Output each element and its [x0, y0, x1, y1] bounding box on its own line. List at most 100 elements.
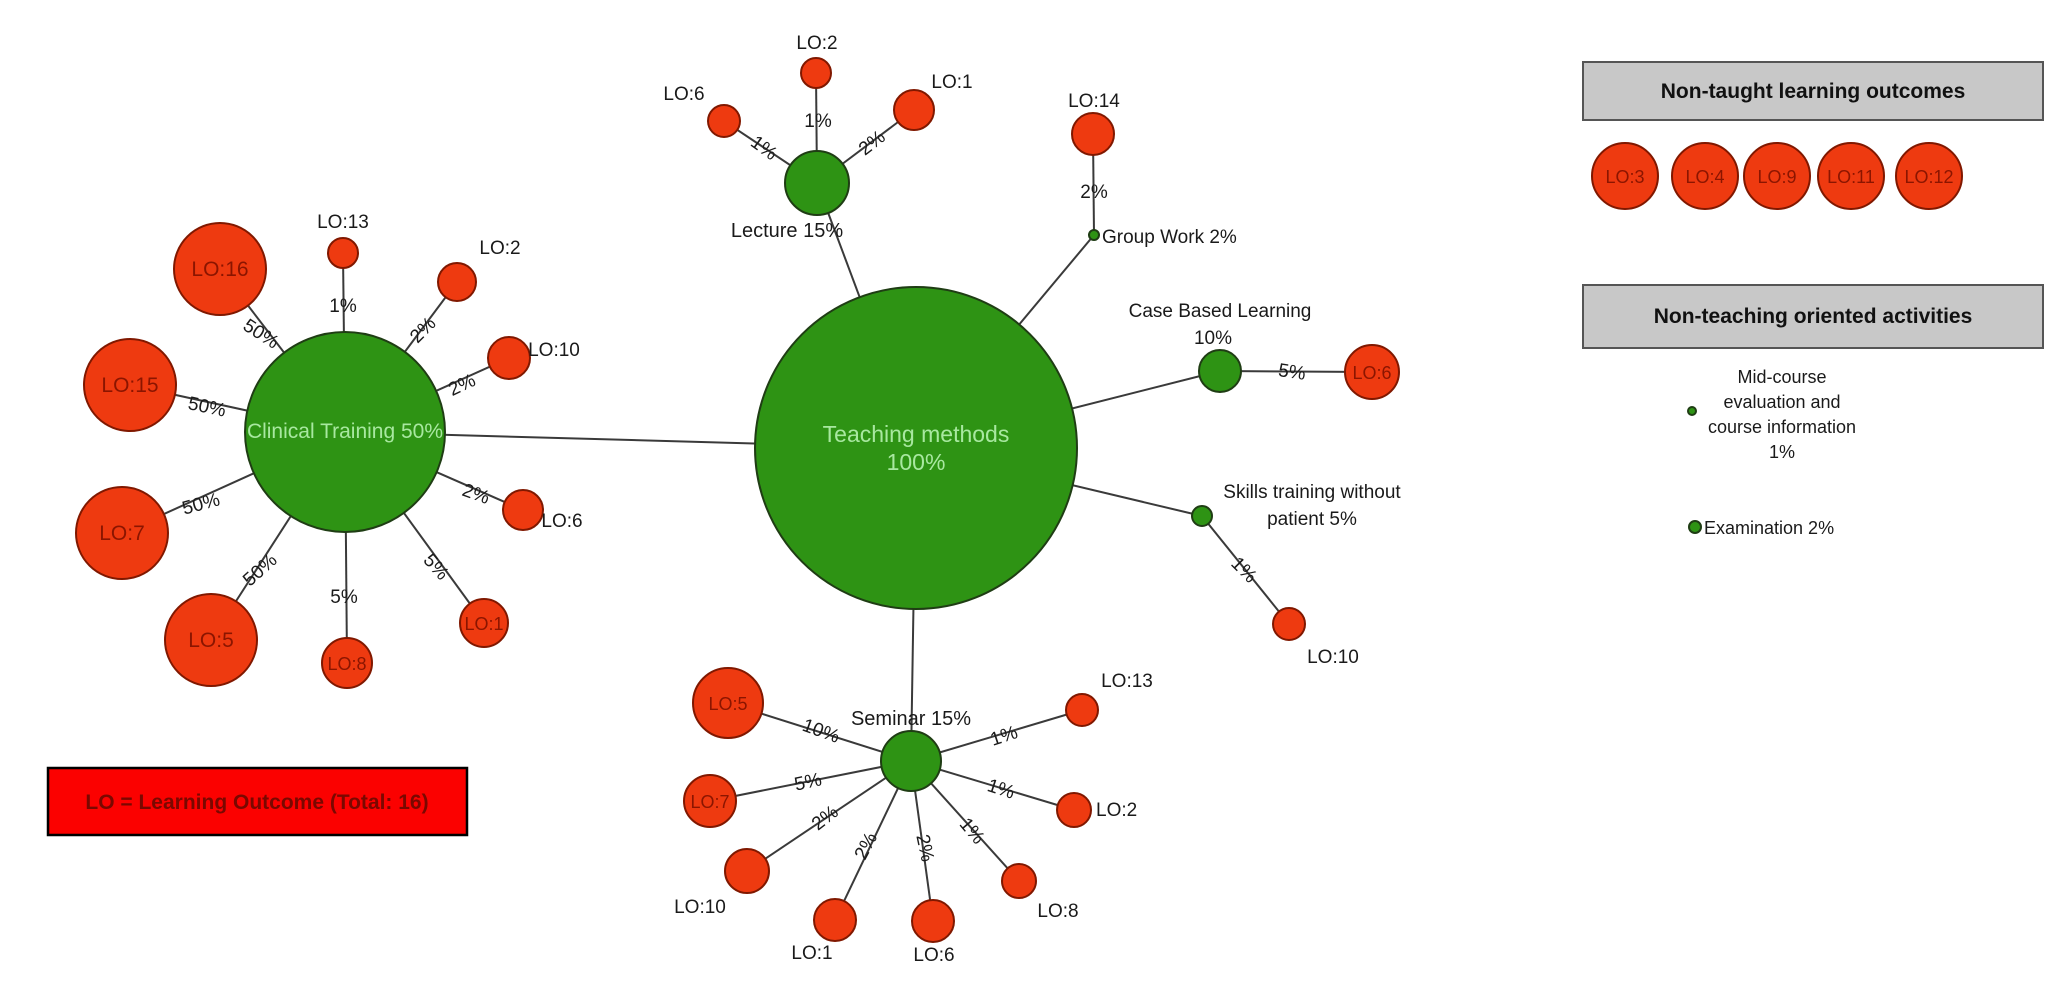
activity-nodes [244, 150, 1242, 792]
pct-clinical-lo7: 50% [180, 489, 222, 519]
clinical-lo6-outlabel: LO:6 [541, 511, 582, 532]
node-legend-lo4 [1671, 142, 1739, 210]
clinical-lo5-label: LO:5 [188, 629, 234, 652]
node-clinical-lo8 [321, 637, 373, 689]
pct-lo14-groupwork: 2% [1080, 182, 1108, 203]
pct-clinical-lo13: 1% [329, 296, 357, 317]
node-case-based-learning [1198, 349, 1242, 393]
clinical-lo10-outlabel: LO:10 [528, 340, 580, 361]
learning-outcome-nodes [75, 57, 1400, 943]
node-skills-training [1191, 505, 1213, 527]
legend-non-taught-title: Non-taught learning outcomes [1661, 80, 1966, 103]
node-casebased-lo6 [1344, 344, 1400, 400]
mid-course-dot [1687, 406, 1697, 416]
pct-seminar-lo1: 2% [851, 829, 882, 863]
pct-clinical-lo15: 50% [186, 393, 228, 421]
seminar-lo7-label: LO:7 [690, 792, 729, 812]
node-clinical-lo1 [459, 598, 509, 648]
legend-non-teaching: Non-teaching oriented activities Mid-cou… [1582, 284, 2044, 538]
note-box [46, 766, 469, 837]
pct-lecture-lo6: 1% [746, 132, 781, 165]
pct-seminar-lo8: 1% [955, 814, 989, 849]
legend-non-taught: Non-taught learning outcomes LO:3 LO:4 L… [1582, 61, 2044, 210]
pct-seminar-lo2: 1% [985, 775, 1018, 803]
seminar-lo10-outlabel: LO:10 [674, 897, 726, 918]
legend-lo11-label: LO:11 [1827, 167, 1875, 187]
clinical-lo13-outlabel: LO:13 [317, 212, 369, 233]
edge-seminar-lo10 [746, 760, 912, 872]
note-box-group: LO = Learning Outcome (Total: 16) [46, 766, 469, 837]
seminar-lo8-outlabel: LO:8 [1037, 901, 1078, 922]
node-legend-lo11 [1817, 142, 1885, 210]
node-lo14 [1071, 112, 1115, 156]
clinical-lo1-label: LO:1 [464, 614, 503, 634]
node-seminar [880, 730, 942, 792]
node-clinical-lo15 [83, 338, 177, 432]
pct-seminar-lo5: 10% [799, 715, 842, 748]
node-seminar-lo10 [724, 848, 770, 894]
node-seminar-lo13 [1065, 693, 1099, 727]
pct-seminar-lo13: 1% [988, 722, 1021, 750]
lo14-outlabel: LO:14 [1068, 91, 1120, 112]
seminar-label: Seminar 15% [851, 708, 971, 730]
node-lecture [784, 150, 850, 216]
teaching-label-line1: Teaching methods [823, 421, 1010, 447]
node-group-work [1088, 229, 1100, 241]
node-clinical-lo2 [437, 262, 477, 302]
node-clinical-lo13 [327, 237, 359, 269]
note-label: LO = Learning Outcome (Total: 16) [85, 791, 428, 814]
node-legend-lo12 [1895, 142, 1963, 210]
node-seminar-lo1 [813, 898, 857, 942]
pct-seminar-lo6: 2% [911, 832, 937, 863]
pct-seminar-lo10: 2% [808, 802, 843, 836]
pct-clinical-lo16: 50% [239, 315, 282, 353]
node-clinical-lo16 [173, 222, 267, 316]
lecture-label: Lecture 15% [731, 220, 844, 242]
teaching-label-line2: 100% [887, 449, 946, 475]
legend-non-teaching-box [1582, 284, 2044, 349]
group-work-label: Group Work 2% [1102, 227, 1237, 248]
skills-title-line1: Skills training without [1223, 482, 1401, 503]
pct-clinical-lo6: 2% [459, 480, 492, 509]
examination-dot [1688, 520, 1702, 534]
node-labels: Teaching methods 100% Clinical Training … [247, 220, 1401, 730]
node-lecture-lo2 [800, 57, 832, 89]
lecture-lo2-outlabel: LO:2 [796, 33, 837, 54]
pct-casebased-lo6: 5% [1277, 360, 1307, 385]
legend-lo4-label: LO:4 [1685, 167, 1724, 187]
seminar-lo5-label: LO:5 [708, 694, 747, 714]
legend-non-teaching-title: Non-teaching oriented activities [1654, 305, 1973, 328]
node-seminar-lo5 [692, 667, 764, 739]
node-skills-lo10 [1272, 607, 1306, 641]
skills-lo10-outlabel: LO:10 [1307, 647, 1359, 668]
edge-skills-lo10 [1201, 515, 1290, 625]
mid-course-line4: 1% [1769, 442, 1795, 462]
in-circle-lo-labels: LO:16 LO:15 LO:7 LO:5 LO:8 LO:1 LO:6 LO:… [99, 258, 1391, 812]
outside-lo-labels: LO:13 LO:2 LO:10 LO:6 LO:6 LO:2 LO:1 LO:… [317, 33, 1359, 966]
seminar-lo6-outlabel: LO:6 [913, 945, 954, 966]
edge-seminar-lo7 [709, 760, 912, 802]
clinical-label: Clinical Training 50% [247, 420, 443, 443]
mid-course-line1: Mid-course [1737, 367, 1826, 387]
node-clinical-training [244, 331, 446, 533]
case-based-pct: 10% [1194, 328, 1232, 349]
clinical-lo8-label: LO:8 [327, 654, 366, 674]
examination-label: Examination 2% [1704, 518, 1834, 538]
node-clinical-lo5 [164, 593, 258, 687]
seminar-lo2-outlabel: LO:2 [1096, 800, 1137, 821]
node-seminar-lo8 [1001, 863, 1037, 899]
lecture-lo6-outlabel: LO:6 [663, 84, 704, 105]
clinical-lo16-label: LO:16 [191, 258, 248, 281]
node-clinical-lo10 [487, 336, 531, 380]
node-legend-lo3 [1591, 142, 1659, 210]
clinical-lo7-label: LO:7 [99, 522, 145, 545]
legend-non-taught-box [1582, 61, 2044, 121]
clinical-lo2-outlabel: LO:2 [479, 238, 520, 259]
node-lecture-lo6 [707, 104, 741, 138]
case-based-title: Case Based Learning [1129, 301, 1312, 322]
lecture-lo1-outlabel: LO:1 [931, 72, 972, 93]
legend-lo3-label: LO:3 [1605, 167, 1644, 187]
pct-clinical-lo1: 5% [419, 550, 453, 585]
casebased-lo6-label: LO:6 [1352, 363, 1391, 383]
